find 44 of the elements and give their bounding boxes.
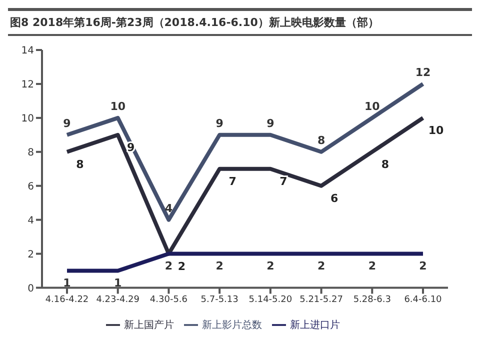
- data-label: 6: [330, 192, 338, 205]
- data-label: 9: [63, 116, 71, 130]
- data-label: 9: [266, 116, 274, 130]
- data-label: 9: [216, 116, 224, 130]
- y-tick-label: 2: [28, 249, 34, 260]
- data-label: 10: [364, 100, 380, 113]
- line-series: [65, 82, 425, 222]
- legend-label: 新上国产片: [124, 320, 174, 331]
- data-label: 2: [317, 260, 326, 273]
- data-label: 8: [317, 134, 326, 147]
- data-label: 12: [415, 66, 431, 79]
- y-tick-label: 4: [28, 215, 34, 226]
- data-label: 10: [428, 124, 444, 137]
- legend-label: 新上影片总数: [202, 320, 262, 331]
- x-tick-label: 5.7-5.13: [200, 295, 238, 306]
- x-tick-label: 5.28-6.3: [353, 295, 391, 306]
- y-tick-label: 14: [21, 46, 34, 57]
- x-tick-label: 5.21-5.27: [300, 295, 343, 306]
- data-label: 2: [419, 260, 427, 273]
- y-tick-label: 10: [21, 113, 34, 124]
- data-label: 7: [228, 174, 236, 188]
- legend-label: 新上进口片: [290, 320, 340, 331]
- x-tick-label: 6.4-6.10: [404, 295, 442, 306]
- data-label: 2: [178, 260, 186, 273]
- data-label: 1: [114, 276, 122, 290]
- data-label: 7: [280, 174, 288, 188]
- data-label: 8: [76, 158, 84, 171]
- y-tick-label: 8: [28, 147, 34, 158]
- y-tick-label: 0: [28, 283, 34, 294]
- data-label: 1: [63, 276, 71, 290]
- x-tick-label: 4.16-4.22: [45, 295, 89, 306]
- x-tick-label: 4.23-4.29: [96, 295, 140, 306]
- data-label: 2: [164, 260, 173, 273]
- data-label: 10: [110, 100, 126, 113]
- x-tick-label: 5.14-5.20: [248, 295, 292, 306]
- x-tick-label: 4.30-5.6: [150, 295, 188, 306]
- data-label: 8: [381, 158, 389, 171]
- data-label: 4: [164, 202, 173, 215]
- data-label: 2: [266, 260, 274, 273]
- chart-title: 图8 2018年第16周-第23周（2018.4.16-6.10）新上映电影数量（部）: [8, 8, 472, 36]
- data-label: 2: [368, 260, 376, 273]
- y-tick-label: 12: [21, 80, 34, 91]
- data-label: 2: [216, 260, 224, 273]
- y-tick-label: 6: [28, 181, 34, 192]
